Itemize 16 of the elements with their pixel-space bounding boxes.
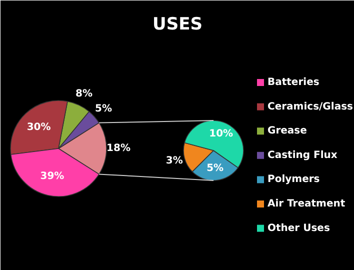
data-label: 8% <box>76 88 93 100</box>
data-label: 5% <box>95 103 112 114</box>
data-label: 10% <box>209 128 234 140</box>
data-label: 5% <box>206 162 224 174</box>
legend-label: Ceramics/Glass <box>268 101 354 112</box>
data-label: 30% <box>26 122 51 134</box>
data-label: 39% <box>40 171 64 182</box>
data-label: 3% <box>166 155 183 166</box>
legend-label: Batteries <box>268 77 320 88</box>
legend-label: Polymers <box>268 174 320 186</box>
legend-label: Other Uses <box>268 222 330 234</box>
legend-label: Grease <box>268 126 308 137</box>
data-label: 18% <box>106 143 130 154</box>
legend-label: Air Treatment <box>268 198 346 210</box>
legend-label: Casting Flux <box>268 150 338 161</box>
chart-title: USES <box>152 14 202 34</box>
